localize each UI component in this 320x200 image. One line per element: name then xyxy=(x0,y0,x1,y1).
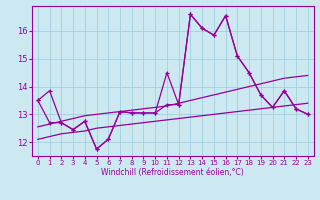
X-axis label: Windchill (Refroidissement éolien,°C): Windchill (Refroidissement éolien,°C) xyxy=(101,168,244,177)
